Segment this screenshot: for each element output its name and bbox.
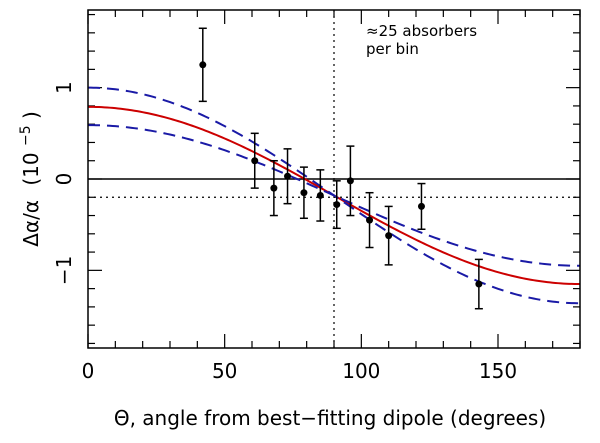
y-axis-title-main: Δα/α	[19, 200, 43, 247]
x-tick-labels: 0 50 100 150	[82, 359, 517, 383]
annotation-line-1: ≈25 absorbers	[366, 22, 477, 40]
y-tick-label: −1	[52, 256, 76, 285]
data-point	[283, 148, 292, 205]
data-point	[384, 205, 393, 266]
data-point	[346, 145, 355, 217]
data-point	[332, 180, 341, 230]
data-marker	[346, 177, 354, 185]
data-point	[269, 159, 278, 217]
data-point	[250, 132, 259, 189]
y-axis-title-exponent: −5	[18, 125, 34, 146]
data-point	[474, 258, 483, 310]
data-marker	[366, 216, 374, 224]
fit-curves	[87, 86, 581, 305]
x-tick-label: 50	[212, 359, 237, 383]
x-tick-label: 150	[479, 359, 517, 383]
data-marker	[300, 189, 308, 197]
x-tick-label: 0	[82, 359, 95, 383]
x-axis-title: Θ, angle from best−fitting dipole (degre…	[114, 406, 546, 430]
x-tick-label: 100	[342, 359, 380, 383]
y-tick-labels: −1 0 1	[52, 81, 76, 285]
data-marker	[270, 184, 278, 192]
data-marker	[284, 172, 292, 180]
data-points	[198, 27, 483, 310]
data-marker	[251, 157, 259, 165]
y-tick-label: 1	[52, 81, 76, 94]
data-point	[299, 166, 308, 220]
data-point	[316, 169, 325, 222]
fit-confidence-band-curve	[87, 124, 581, 267]
data-marker	[417, 202, 425, 210]
y-tick-label: 0	[52, 173, 76, 186]
data-point	[365, 191, 374, 249]
data-marker	[333, 201, 341, 209]
y-axis-title: Δα/α (10 −5 )	[11, 111, 43, 247]
data-marker	[316, 191, 324, 199]
y-axis-title-close: )	[19, 111, 43, 119]
y-axis-title-unit: (10	[19, 152, 43, 185]
data-marker	[475, 280, 483, 288]
plot-frame	[87, 9, 581, 349]
data-point	[417, 182, 426, 230]
data-marker	[385, 232, 393, 240]
reference-lines	[88, 10, 580, 348]
data-point	[198, 27, 207, 103]
annotation-line-2: per bin	[366, 40, 419, 58]
data-marker	[199, 61, 207, 69]
